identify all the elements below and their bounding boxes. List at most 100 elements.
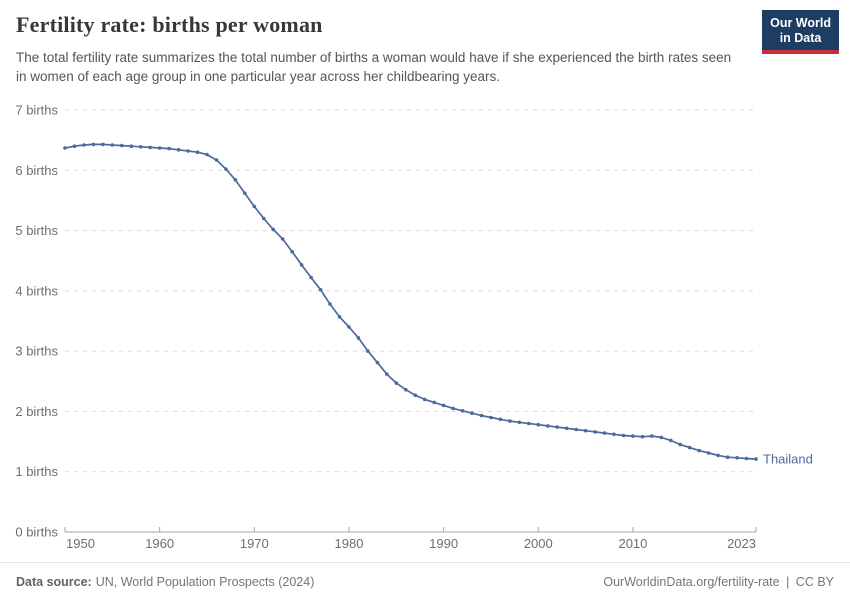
data-point[interactable] bbox=[337, 315, 342, 319]
data-point[interactable] bbox=[602, 431, 607, 435]
owid-logo[interactable]: Our World in Data bbox=[762, 10, 839, 54]
data-point[interactable] bbox=[744, 456, 749, 461]
y-axis-tick-label: 2 births bbox=[15, 404, 58, 419]
data-point[interactable] bbox=[536, 422, 541, 427]
x-axis-tick-label: 1960 bbox=[145, 536, 174, 551]
data-point[interactable] bbox=[498, 417, 503, 422]
y-axis-tick-label: 3 births bbox=[15, 344, 58, 359]
data-point[interactable] bbox=[129, 144, 134, 148]
data-point[interactable] bbox=[470, 411, 474, 416]
data-point[interactable] bbox=[725, 455, 730, 460]
data-point[interactable] bbox=[583, 428, 588, 433]
data-point[interactable] bbox=[110, 143, 115, 147]
owid-logo-line1: Our World bbox=[770, 16, 831, 30]
data-point[interactable] bbox=[621, 433, 626, 438]
x-axis-tick-label: 1990 bbox=[429, 536, 458, 551]
data-source-label: Data source: bbox=[16, 574, 92, 589]
data-point[interactable] bbox=[186, 149, 190, 153]
data-point[interactable] bbox=[678, 442, 683, 447]
data-point[interactable] bbox=[328, 302, 332, 306]
data-point[interactable] bbox=[63, 146, 67, 150]
owid-logo-line2: in Data bbox=[779, 31, 822, 46]
data-point[interactable] bbox=[262, 216, 266, 221]
data-point[interactable] bbox=[640, 434, 645, 439]
y-axis-tick-label: 6 births bbox=[15, 163, 58, 178]
data-point[interactable] bbox=[157, 146, 162, 150]
x-axis-tick-label: 1980 bbox=[335, 536, 364, 551]
data-point[interactable] bbox=[413, 393, 418, 398]
data-point[interactable] bbox=[72, 144, 77, 148]
data-point[interactable] bbox=[432, 400, 437, 405]
data-point[interactable] bbox=[299, 263, 304, 267]
data-point[interactable] bbox=[138, 145, 143, 149]
y-axis-tick-label: 5 births bbox=[15, 223, 58, 238]
data-point[interactable] bbox=[318, 287, 323, 292]
entity-label: Thailand bbox=[763, 452, 813, 467]
y-axis-tick-label: 0 births bbox=[15, 525, 58, 540]
data-point[interactable] bbox=[659, 435, 664, 440]
data-point[interactable] bbox=[460, 409, 465, 413]
data-point[interactable] bbox=[479, 413, 484, 418]
data-point[interactable] bbox=[120, 143, 124, 148]
data-point[interactable] bbox=[271, 227, 276, 232]
data-point[interactable] bbox=[214, 158, 219, 162]
data-point[interactable] bbox=[176, 148, 181, 152]
data-point[interactable] bbox=[252, 204, 257, 209]
data-point[interactable] bbox=[697, 448, 701, 453]
data-source: Data source: UN, World Population Prospec… bbox=[16, 575, 314, 589]
data-point[interactable] bbox=[366, 349, 370, 353]
data-point[interactable] bbox=[612, 432, 616, 437]
chart-footer: Data source: UN, World Population Prospec… bbox=[0, 562, 850, 600]
data-point[interactable] bbox=[574, 427, 578, 432]
page-title: Fertility rate: births per woman bbox=[16, 12, 323, 37]
data-point[interactable] bbox=[593, 430, 597, 434]
data-point[interactable] bbox=[290, 249, 295, 254]
footer-links: OurWorldinData.org/fertility-rate | CC B… bbox=[600, 575, 834, 589]
data-point[interactable] bbox=[167, 146, 171, 151]
data-point[interactable] bbox=[527, 421, 531, 426]
data-point[interactable] bbox=[347, 325, 351, 329]
data-point[interactable] bbox=[375, 360, 380, 365]
data-point[interactable] bbox=[508, 419, 512, 423]
data-point[interactable] bbox=[669, 438, 673, 443]
data-point[interactable] bbox=[631, 434, 635, 438]
x-axis-tick-label: 1950 bbox=[66, 536, 95, 551]
x-axis-tick-label: 2000 bbox=[524, 536, 553, 551]
footer-license-link[interactable]: CC BY bbox=[795, 574, 834, 589]
footer-url-link[interactable]: OurWorldinData.org/fertility-rate bbox=[603, 574, 780, 589]
data-point[interactable] bbox=[205, 152, 209, 157]
data-point[interactable] bbox=[489, 415, 493, 420]
data-point[interactable] bbox=[564, 426, 569, 431]
data-point[interactable] bbox=[451, 406, 455, 411]
data-point[interactable] bbox=[91, 142, 96, 147]
data-point[interactable] bbox=[101, 142, 105, 147]
chart-canvas[interactable]: 0 births 1 births 2 births 3 births 4 births… bbox=[0, 95, 850, 560]
data-point[interactable] bbox=[422, 397, 427, 402]
data-point[interactable] bbox=[385, 372, 389, 376]
data-point[interactable] bbox=[716, 453, 720, 458]
data-point[interactable] bbox=[356, 336, 361, 340]
data-point[interactable] bbox=[555, 425, 559, 429]
data-point[interactable] bbox=[687, 445, 692, 450]
data-point[interactable] bbox=[224, 167, 228, 171]
data-point[interactable] bbox=[546, 424, 550, 428]
data-point[interactable] bbox=[394, 381, 399, 385]
data-point[interactable] bbox=[706, 451, 711, 455]
data-point[interactable] bbox=[309, 275, 313, 280]
y-axis-tick-label: 4 births bbox=[15, 283, 58, 298]
data-point[interactable] bbox=[441, 403, 446, 408]
data-point[interactable] bbox=[650, 434, 654, 438]
y-axis-tick-label: 1 births bbox=[15, 464, 58, 479]
chart-subtitle: The total fertility rate summarizes the … bbox=[16, 50, 732, 84]
data-point[interactable] bbox=[517, 420, 522, 425]
x-axis-tick-label: 1970 bbox=[240, 536, 269, 551]
data-point[interactable] bbox=[243, 191, 247, 195]
data-point[interactable] bbox=[195, 150, 200, 154]
data-point[interactable] bbox=[404, 387, 408, 392]
data-point[interactable] bbox=[280, 237, 285, 241]
data-point[interactable] bbox=[233, 178, 238, 182]
data-point[interactable] bbox=[82, 143, 86, 147]
data-point[interactable] bbox=[148, 145, 152, 150]
data-point[interactable] bbox=[735, 456, 739, 460]
data-point[interactable] bbox=[754, 457, 758, 461]
